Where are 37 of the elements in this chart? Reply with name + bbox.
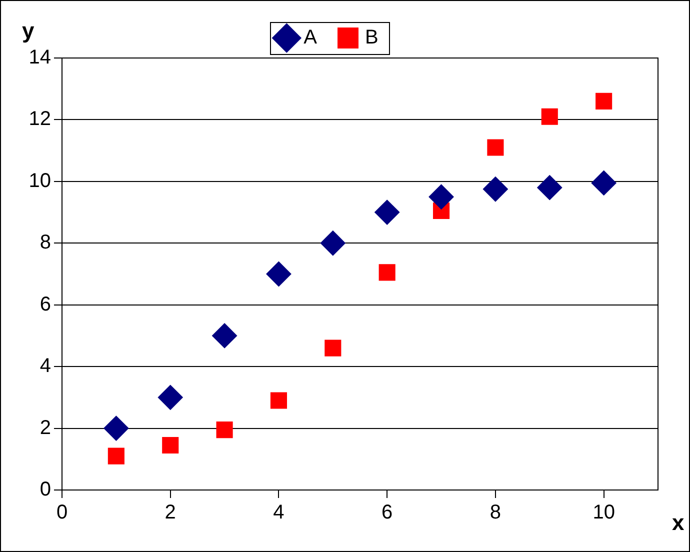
point xyxy=(591,170,616,196)
y-tick-label: 2 xyxy=(40,416,51,439)
y-tick-label: 0 xyxy=(40,478,51,501)
point xyxy=(537,175,562,200)
point xyxy=(428,184,454,210)
y-tick-label: 6 xyxy=(40,293,51,316)
point xyxy=(487,139,504,156)
x-axis-title: x xyxy=(672,510,684,536)
point xyxy=(162,436,179,454)
x-tick-label: 2 xyxy=(164,502,176,524)
point xyxy=(158,384,183,410)
x-tick-label: 8 xyxy=(490,502,502,524)
legend-label: B xyxy=(365,26,378,49)
y-tick-label: 8 xyxy=(40,232,51,254)
point xyxy=(482,176,508,202)
x-tick-label: 6 xyxy=(382,502,393,524)
legend-label: A xyxy=(304,26,318,49)
point xyxy=(212,323,238,348)
point xyxy=(596,92,612,110)
x-tick-label: 0 xyxy=(56,502,68,524)
point xyxy=(374,200,400,225)
point xyxy=(378,264,396,281)
y-tick-label: 14 xyxy=(28,46,51,69)
point xyxy=(216,422,233,438)
x-tick-label: 4 xyxy=(273,502,284,524)
point xyxy=(320,230,346,256)
point xyxy=(266,262,292,286)
point xyxy=(104,416,129,441)
y-tick-label: 4 xyxy=(40,355,51,378)
y-tick-label: 12 xyxy=(28,108,51,130)
point xyxy=(324,340,342,356)
point xyxy=(270,392,288,409)
x-tick-label: 10 xyxy=(592,502,615,524)
y-tick-label: 10 xyxy=(28,170,51,192)
y-axis-title: y xyxy=(22,18,34,44)
point xyxy=(108,448,124,464)
point xyxy=(541,108,558,125)
